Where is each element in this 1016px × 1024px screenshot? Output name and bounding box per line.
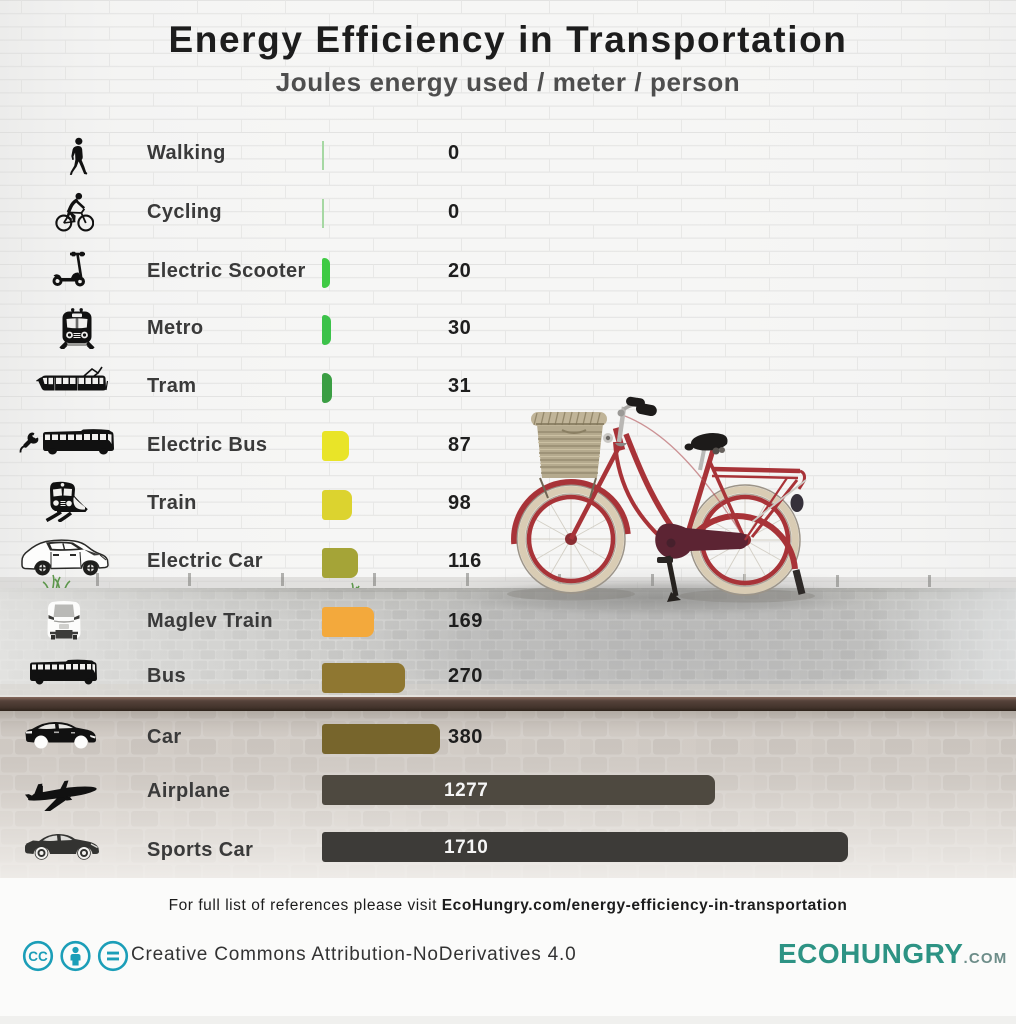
- svg-text:CC: CC: [28, 949, 48, 964]
